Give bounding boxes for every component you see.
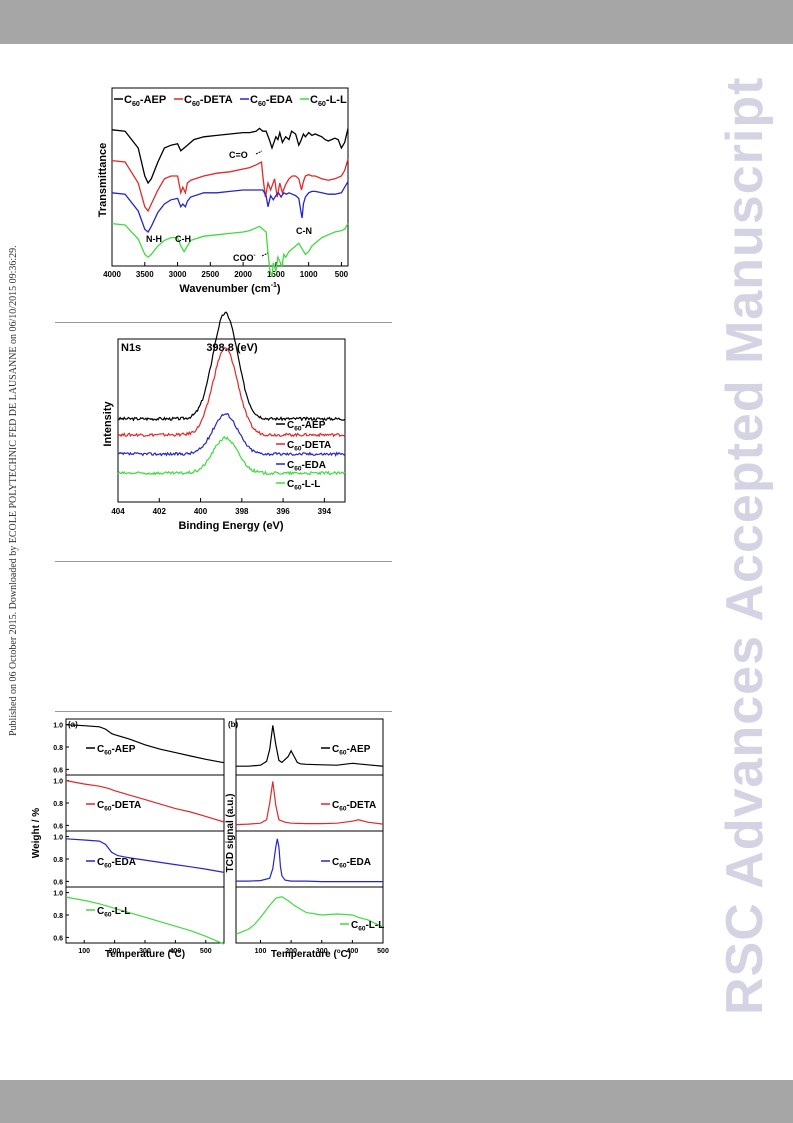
panel-series-line-4 [235, 896, 384, 935]
y-tick-label: 0.6 [53, 823, 63, 830]
legend-label: C60-L-L [310, 94, 347, 108]
x-tick-label: 1000 [300, 270, 318, 279]
panel-series-line-3 [236, 838, 383, 883]
y-tick-label: 0.8 [53, 801, 63, 808]
y-axis-label: Transmittance [97, 143, 109, 218]
x-axis-label: Temperature (oC) [271, 949, 351, 960]
ftir-series-line-1 [111, 127, 349, 185]
x-axis-label: Binding Energy (eV) [178, 520, 283, 532]
panel-series-line-1 [236, 725, 384, 767]
panel-frame [65, 774, 225, 832]
annotation-arrow [255, 150, 263, 155]
ftir-series-line-4 [111, 222, 349, 278]
x-tick-label: 2500 [201, 270, 219, 279]
y-tick-label: 0.8 [53, 913, 63, 920]
y-tick-label: 0.8 [53, 745, 63, 752]
x-tick-label: 400 [347, 948, 359, 955]
x-tick-label: 402 [153, 507, 167, 516]
x-tick-label: 500 [200, 948, 212, 955]
x-axis-label: Temperature (oC) [105, 949, 185, 960]
x-tick-label: 1500 [267, 270, 285, 279]
xps-plot-frame [117, 338, 346, 503]
x-tick-label: 3500 [136, 270, 154, 279]
x-axis-label: Wavenumber (cm-1) [179, 282, 281, 295]
x-tick-label: 3000 [169, 270, 187, 279]
annotation-arrow [261, 252, 269, 257]
legend-label: C60-AEP [287, 420, 326, 433]
legend-label: C60-EDA [287, 460, 326, 473]
legend-label: C60-EDA [250, 94, 293, 108]
xps-series-line-2 [117, 347, 346, 438]
xps-series-line-3 [117, 413, 346, 457]
x-tick-label: 4000 [103, 270, 121, 279]
panel-label-b: (b) [228, 720, 239, 729]
ftir-series-line-2 [111, 159, 349, 213]
x-tick-label: 398 [235, 507, 249, 516]
x-tick-label: 394 [318, 507, 332, 516]
annotation-nh: N-H [146, 234, 162, 244]
y-tick-label: 0.6 [53, 767, 63, 774]
legend-label: C60-EDA [97, 857, 136, 870]
y-tick-label: 1.0 [53, 723, 63, 730]
x-tick-label: 100 [78, 948, 90, 955]
y-tick-label: 0.8 [53, 857, 63, 864]
panel-series-line-4 [65, 896, 225, 945]
x-tick-label: 2000 [234, 270, 252, 279]
separator-rule [55, 561, 392, 562]
chart-title: N1s [121, 342, 141, 354]
x-tick-label: 404 [111, 507, 125, 516]
y-tick-label: 1.0 [53, 891, 63, 898]
panel-series-line-2 [65, 780, 225, 823]
separator-rule [55, 322, 392, 323]
annotation-coo: COO- [233, 253, 256, 263]
legend-label: C60-AEP [124, 94, 166, 108]
x-tick-label: 100 [255, 948, 267, 955]
panel-series-line-2 [235, 781, 384, 826]
legend-label: C60-AEP [97, 744, 136, 757]
panel-frame [65, 718, 225, 776]
legend-label: C60-L-L [97, 906, 130, 919]
y-tick-label: 1.0 [53, 835, 63, 842]
legend-label: C60-L-L [351, 920, 384, 933]
x-tick-label: 400 [194, 507, 208, 516]
panel-series-line-1 [65, 724, 225, 764]
y-axis-label: Intensity [102, 401, 114, 447]
x-tick-label: 500 [377, 948, 389, 955]
y-tick-label: 1.0 [53, 779, 63, 786]
separator-rule [55, 711, 392, 712]
panel-frame [235, 886, 384, 944]
legend-label: C60-DETA [97, 800, 141, 813]
y-tick-label: 0.6 [53, 879, 63, 886]
x-tick-label: 200 [285, 948, 297, 955]
annotation-cn: C-N [296, 226, 312, 236]
panel-series-line-3 [65, 838, 225, 873]
panel-label-a: (a) [68, 720, 78, 729]
legend-label: C60-AEP [332, 744, 371, 757]
x-tick-label: 200 [109, 948, 121, 955]
panel-frame [65, 830, 225, 888]
legend-label: C60-DETA [184, 94, 233, 108]
x-tick-label: 400 [170, 948, 182, 955]
legend-label: C60-L-L [287, 479, 320, 492]
legend-label: C60-DETA [287, 440, 331, 453]
xps-series-line-4 [117, 435, 346, 476]
x-tick-label: 500 [335, 270, 349, 279]
y-tick-label: 0.6 [53, 935, 63, 942]
y-axis-label: TCD signal (a.u.) [225, 794, 236, 873]
xps-series-line-1 [117, 311, 346, 422]
footer-band [0, 1080, 793, 1123]
legend-label: C60-DETA [332, 800, 376, 813]
legend-label: C60-EDA [332, 857, 371, 870]
ftir-series-line-3 [111, 181, 349, 234]
x-tick-label: 300 [316, 948, 328, 955]
peak-label: 398.8 (eV) [206, 342, 258, 354]
x-tick-label: 300 [139, 948, 151, 955]
y-axis-label: Weight / % [31, 808, 42, 858]
annotation-ch: C-H [175, 234, 191, 244]
annotation-co: C=O [229, 150, 248, 160]
header-band [0, 0, 793, 44]
x-tick-label: 396 [276, 507, 290, 516]
ftir-plot-frame [111, 87, 349, 267]
